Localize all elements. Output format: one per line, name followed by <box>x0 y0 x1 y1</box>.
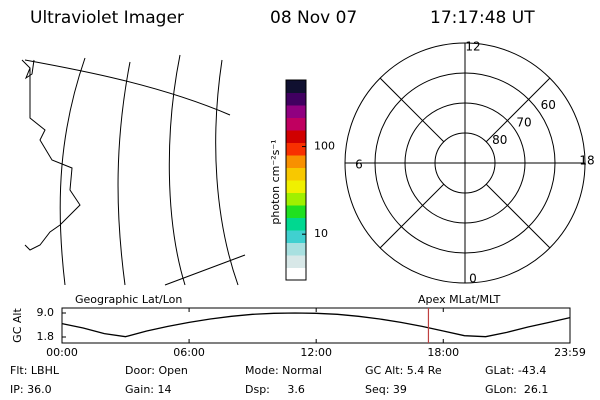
polar-title: Apex MLat/MLT <box>418 293 501 306</box>
spoke <box>485 77 551 143</box>
x-tick-label: 23:59 <box>554 346 586 359</box>
color-swatch <box>286 255 306 268</box>
color-swatch <box>286 80 306 93</box>
time: 17:17:48 UT <box>430 8 535 28</box>
colorbar: 10 100 <box>285 79 335 281</box>
color-swatch <box>286 192 306 206</box>
mlt-label: 0 <box>469 272 477 286</box>
status-field: GLon: 26.1 <box>485 383 548 396</box>
x-tick-label: 12:00 <box>300 346 332 359</box>
spoke <box>379 77 445 143</box>
lon-line <box>59 57 86 286</box>
spoke <box>379 183 445 249</box>
lat-label: 60 <box>541 98 556 112</box>
y-tick-label: 9.0 <box>37 306 55 319</box>
color-swatch <box>286 205 306 218</box>
color-swatch <box>286 267 306 281</box>
tick-label: 10 <box>314 227 328 240</box>
lon-line <box>215 59 239 286</box>
status-field: Seq: 39 <box>365 383 407 396</box>
tick-label: 100 <box>314 140 335 153</box>
colorbar-frame <box>285 79 307 281</box>
status-field: Gain: 14 <box>125 383 172 396</box>
color-swatch <box>286 230 306 243</box>
mlt-label: 12 <box>465 40 480 54</box>
status-field: GC Alt: 5.4 Re <box>365 364 442 377</box>
colorbar-label: photon cm⁻²s⁻¹ <box>269 139 282 224</box>
altitude-chart: GC Alt 1.8 9.0 00:00 06:00 12:00 18:00 23:59 <box>11 306 586 359</box>
lat-line <box>24 59 231 116</box>
x-tick-label: 06:00 <box>173 346 205 359</box>
color-swatch <box>286 180 306 193</box>
coastline <box>21 59 81 251</box>
x-tick-label: 00:00 <box>46 346 78 359</box>
color-swatch <box>286 130 306 143</box>
spoke <box>485 183 551 249</box>
color-swatch <box>286 92 306 106</box>
status-field: Door: Open <box>125 364 188 377</box>
status-field: IP: 36.0 <box>10 383 52 396</box>
color-swatch <box>286 117 306 131</box>
lon-line <box>168 54 186 286</box>
status-field: Flt: LBHL <box>10 364 60 377</box>
x-tick-label: 18:00 <box>427 346 459 359</box>
color-swatch <box>286 242 306 256</box>
date: 08 Nov 07 <box>270 8 357 28</box>
status-field: Dsp: 3.6 <box>245 383 305 396</box>
mlt-label: 18 <box>579 154 594 168</box>
color-swatch <box>286 142 306 156</box>
lon-line <box>117 61 131 286</box>
status-field: GLat: -43.4 <box>485 364 546 377</box>
color-swatch <box>286 105 306 118</box>
altitude-line <box>61 312 571 338</box>
y-axis-label: GC Alt <box>11 308 24 343</box>
lat-label: 80 <box>492 133 507 147</box>
color-swatch <box>286 217 306 231</box>
geographic-map <box>21 54 246 286</box>
title: Ultraviolet Imager <box>30 8 184 28</box>
color-swatch <box>286 167 306 181</box>
lat-label: 70 <box>516 116 531 130</box>
mlt-label: 6 <box>355 158 363 172</box>
color-swatch <box>286 155 306 168</box>
status-field: Mode: Normal <box>245 364 322 377</box>
y-tick-label: 1.8 <box>37 330 55 343</box>
lat-line <box>164 254 246 286</box>
map-title: Geographic Lat/Lon <box>75 293 182 306</box>
status-bar: Flt: LBHL Door: Open Mode: Normal GC Alt: 5… <box>10 364 548 396</box>
